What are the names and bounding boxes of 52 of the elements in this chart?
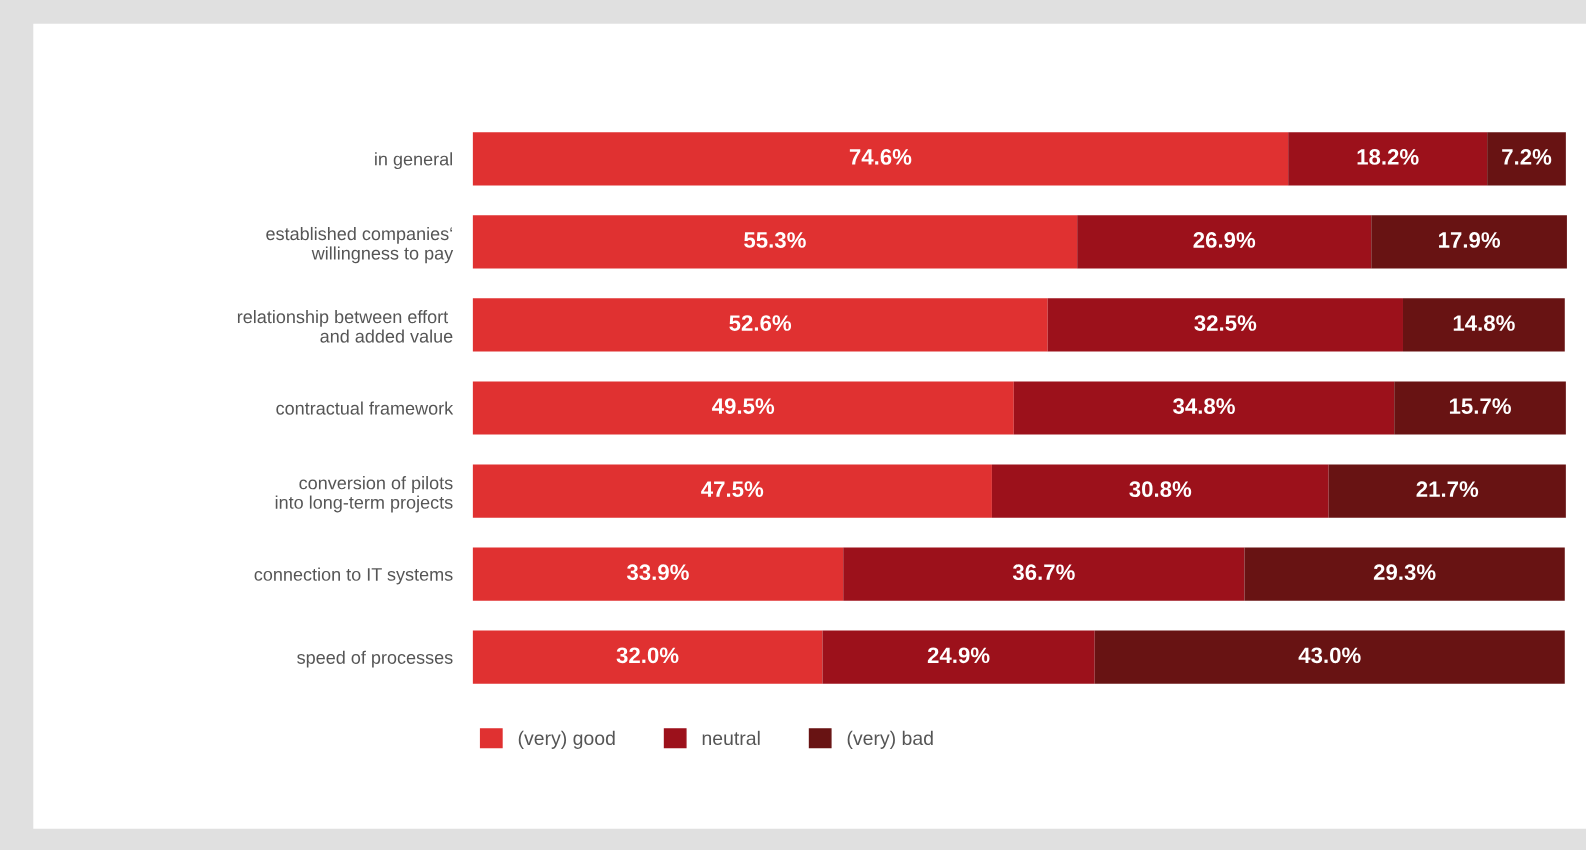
y-tick-label: relationship between effort and added value xyxy=(237,309,453,343)
y-tick-label: connection to IT systems xyxy=(254,567,453,585)
bar xyxy=(1394,381,1566,435)
bar xyxy=(1288,132,1488,186)
bar xyxy=(472,547,844,601)
y-tick-label: in general xyxy=(375,152,452,170)
data-label: 24.9% xyxy=(927,647,990,664)
bar xyxy=(472,630,823,684)
data-label: 26.9% xyxy=(1193,232,1256,248)
data-label: 18.2% xyxy=(1357,149,1419,165)
bar xyxy=(472,298,1048,352)
data-label: 34.8% xyxy=(1173,398,1235,414)
bar xyxy=(1402,298,1565,352)
y-tick-label: conversion of pilots into long-term projects xyxy=(275,476,453,513)
data-label: 55.3% xyxy=(744,232,806,248)
bar xyxy=(472,215,1078,269)
bar xyxy=(1244,547,1565,601)
data-label: 47.5% xyxy=(701,481,764,498)
bar xyxy=(472,464,992,518)
y-tick-label: established companies‘ willingness to pay xyxy=(266,226,454,264)
bar xyxy=(1328,464,1566,518)
data-label: 74.6% xyxy=(849,149,912,165)
bar xyxy=(822,630,1095,684)
data-label: 29.3% xyxy=(1373,564,1436,581)
data-label: 14.8% xyxy=(1453,315,1515,331)
bar xyxy=(1047,298,1403,352)
legend-label: (very) bad xyxy=(847,730,933,749)
data-label: 49.5% xyxy=(712,398,775,414)
bar xyxy=(472,381,1014,435)
data-label: 52.6% xyxy=(729,315,792,331)
bar xyxy=(1487,132,1566,186)
data-label: 33.9% xyxy=(626,564,689,581)
bar xyxy=(1094,630,1565,684)
bar xyxy=(1013,381,1395,435)
bar xyxy=(472,132,1289,186)
data-label: 32.0% xyxy=(616,647,679,664)
y-tick-label: contractual framework xyxy=(276,401,454,415)
y-tick-label: speed of processes xyxy=(297,650,453,668)
data-label: 15.7% xyxy=(1449,398,1511,414)
legend-label: neutral xyxy=(702,730,760,746)
data-label: 32.5% xyxy=(1194,315,1257,331)
data-label: 43.0% xyxy=(1298,647,1361,664)
data-label: 7.2% xyxy=(1502,149,1552,165)
data-label: 30.8% xyxy=(1129,481,1192,498)
legend-label: (very) good xyxy=(518,730,615,749)
bar xyxy=(1371,215,1567,269)
bar xyxy=(843,547,1245,601)
data-label: 21.7% xyxy=(1416,481,1479,497)
bar xyxy=(991,464,1329,518)
data-label: 36.7% xyxy=(1012,564,1075,581)
bar xyxy=(1077,215,1372,269)
data-label: 17.9% xyxy=(1439,232,1501,248)
